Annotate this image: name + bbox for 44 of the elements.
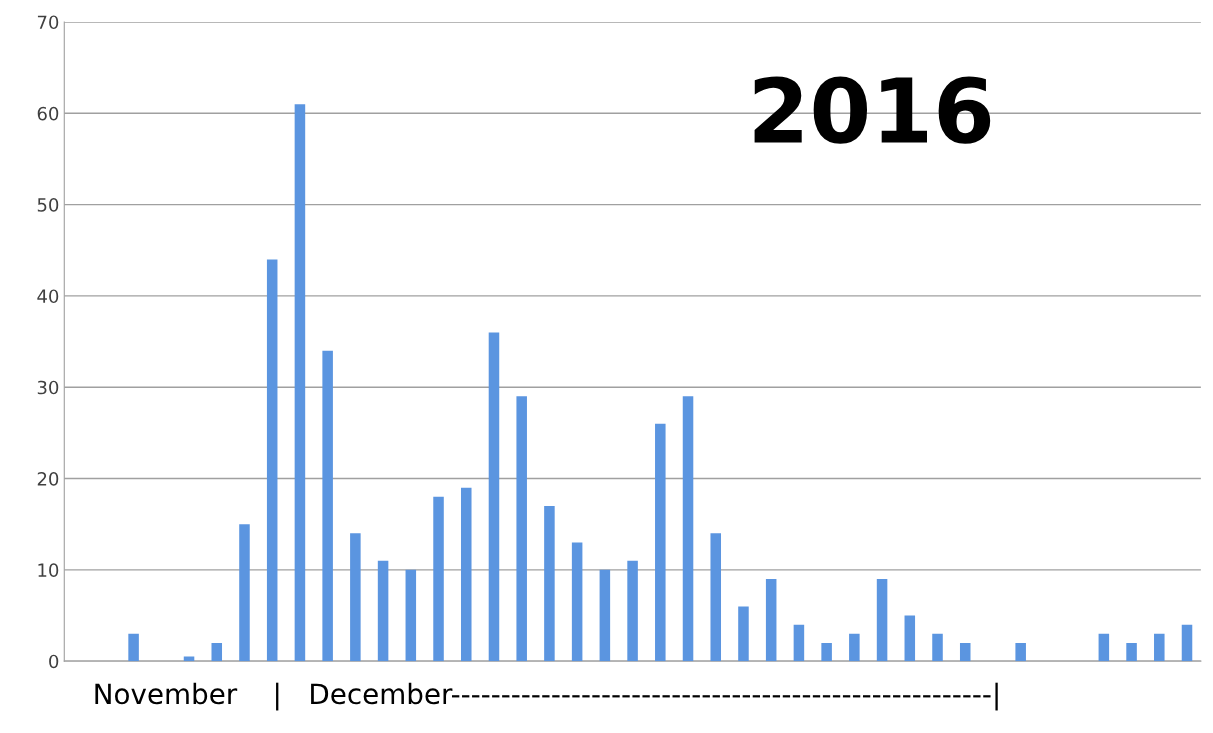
y-tick-label: 20: [37, 472, 59, 486]
bar: [128, 633, 139, 662]
bar: [460, 487, 472, 662]
bar: [405, 569, 417, 662]
bar: [211, 642, 223, 662]
bar: [849, 633, 860, 662]
bar: [544, 505, 555, 662]
annotation: 2016: [754, 76, 991, 144]
bar: [433, 496, 444, 662]
x-axis-title: November | December------------------------------------------------------|: [95, 682, 998, 711]
bar: [350, 533, 361, 662]
y-tick-label: 40: [37, 289, 59, 304]
bar: [1098, 633, 1110, 662]
y-tick-label: 30: [37, 380, 59, 395]
y-tick-label: 10: [38, 563, 59, 577]
bar: [765, 578, 777, 662]
bar: [571, 542, 583, 662]
y-tick-label: 60: [37, 106, 59, 121]
bar: [793, 624, 805, 662]
bar: [627, 560, 638, 662]
bar: [655, 423, 666, 662]
bar: [488, 332, 500, 662]
bar: [599, 569, 611, 662]
bar: [682, 396, 694, 662]
y-tick-label: 50: [37, 198, 59, 212]
bar: [266, 259, 278, 662]
bar: [1181, 624, 1193, 662]
y-tick-label: 70: [37, 15, 59, 30]
bar: [377, 560, 389, 662]
y-tick-label: 0: [49, 654, 59, 669]
bar: [1015, 642, 1026, 662]
bar: [821, 642, 832, 662]
bar: [710, 533, 722, 662]
bar: [322, 350, 333, 662]
bar: [876, 578, 888, 662]
bar: [294, 104, 306, 662]
bar: [904, 615, 916, 662]
bar: [959, 642, 971, 662]
bar: [239, 524, 250, 662]
bar: [516, 396, 527, 662]
bar: [738, 606, 749, 662]
bar: [932, 633, 943, 662]
bar: [1154, 633, 1165, 662]
bar: [1126, 642, 1137, 662]
